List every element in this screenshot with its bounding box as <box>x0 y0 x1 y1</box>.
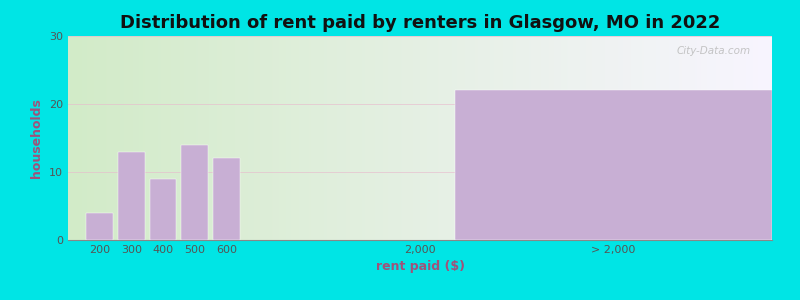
Bar <box>86 213 113 240</box>
Bar <box>118 152 145 240</box>
Bar <box>150 179 177 240</box>
Bar <box>455 90 772 240</box>
Bar <box>213 158 240 240</box>
Title: Distribution of rent paid by renters in Glasgow, MO in 2022: Distribution of rent paid by renters in … <box>120 14 720 32</box>
X-axis label: rent paid ($): rent paid ($) <box>375 260 465 273</box>
Y-axis label: households: households <box>30 98 43 178</box>
Text: City-Data.com: City-Data.com <box>677 46 751 56</box>
Bar <box>182 145 208 240</box>
